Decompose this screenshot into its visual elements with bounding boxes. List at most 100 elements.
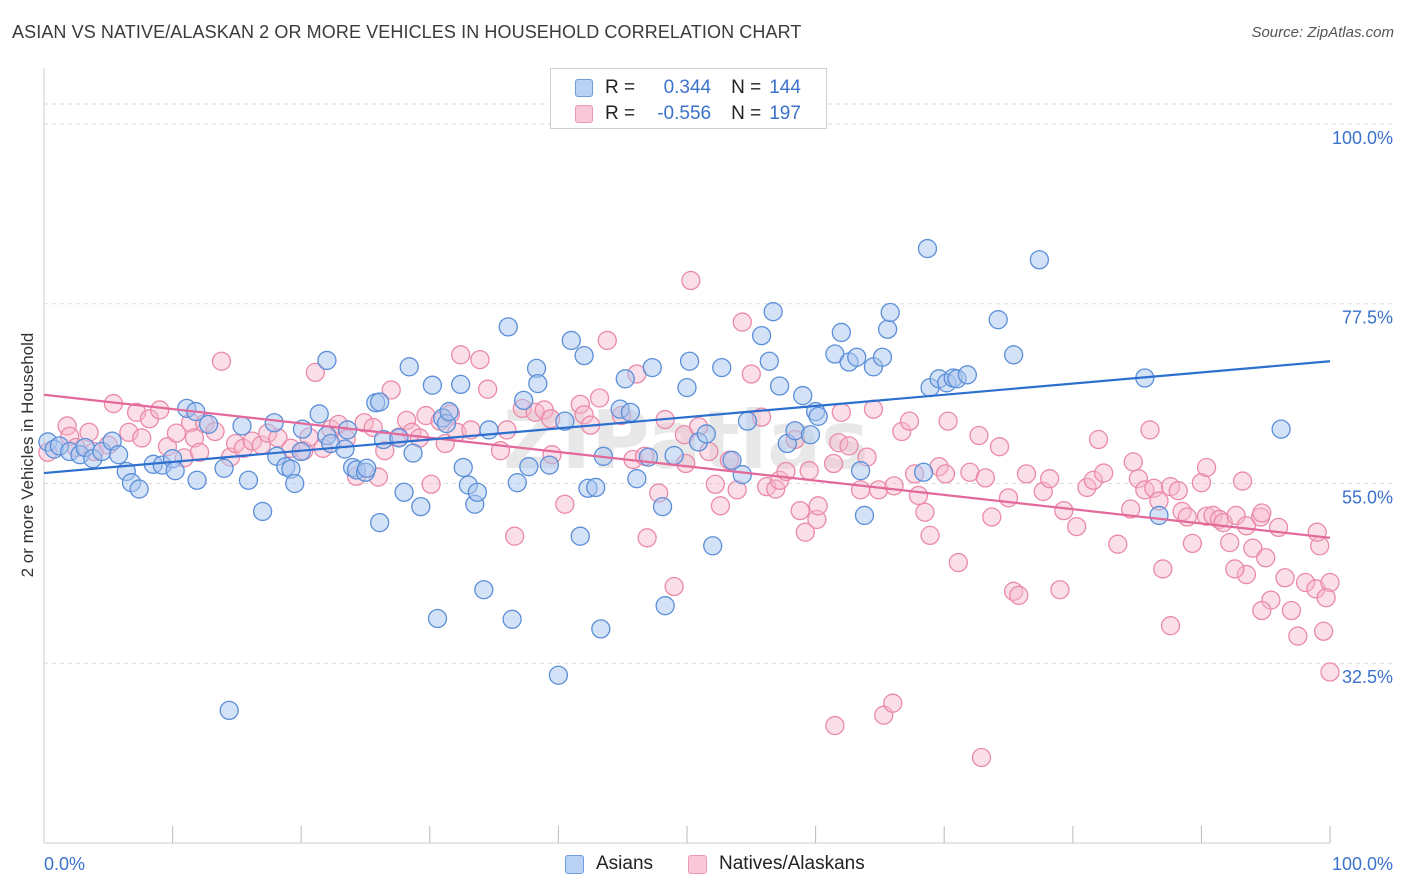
data-point-asians — [528, 373, 548, 394]
data-point-asians — [831, 322, 851, 343]
data-point-asians — [586, 477, 606, 498]
asians-r-label: R = — [605, 77, 636, 98]
data-point-natives — [505, 526, 525, 546]
data-point-natives — [664, 576, 684, 597]
data-point-asians — [264, 413, 284, 433]
data-point-natives — [892, 421, 912, 442]
data-point-natives — [305, 362, 325, 383]
data-point-asians — [1029, 250, 1050, 270]
asians-n-value: 144 — [769, 77, 801, 98]
data-point-asians — [519, 457, 539, 477]
data-point-asians — [479, 420, 499, 440]
natives-n-value: 197 — [769, 103, 801, 124]
data-point-natives — [1196, 457, 1217, 478]
data-point-asians — [732, 465, 752, 485]
tick-labels: 32.5% 55.0% 77.5% 100.0% 0.0% 100.0% — [44, 128, 1393, 874]
data-point-asians — [451, 374, 471, 395]
data-point-natives — [132, 428, 152, 448]
data-point-natives — [1016, 464, 1037, 484]
data-point-natives — [1252, 503, 1272, 523]
data-point-asians — [108, 445, 129, 465]
data-point-natives — [1140, 420, 1160, 440]
data-point-natives — [732, 312, 752, 332]
data-point-natives — [478, 379, 498, 399]
data-point-asians — [214, 458, 234, 478]
data-point-natives — [184, 428, 205, 448]
data-point-asians — [712, 357, 732, 378]
data-point-asians — [872, 347, 893, 367]
axes — [43, 68, 1331, 844]
data-point-asians — [722, 450, 742, 470]
data-point-asians — [1149, 505, 1169, 526]
data-point-natives — [589, 388, 610, 408]
data-point-natives — [1236, 516, 1257, 536]
data-point-asians — [539, 455, 560, 475]
data-point-asians — [664, 445, 684, 466]
natives-r-value: -0.556 — [657, 103, 712, 124]
data-point-asians — [574, 345, 594, 366]
data-point-asians — [615, 369, 635, 389]
data-point-asians — [917, 238, 938, 259]
data-point-natives — [597, 330, 617, 351]
data-point-asians — [679, 351, 700, 371]
series-natives-points — [38, 270, 1340, 768]
data-point-asians — [514, 390, 534, 411]
stats-row-natives: R = -0.556 N = 197 — [575, 103, 801, 125]
data-point-asians — [591, 619, 611, 639]
x-tick-label-min: 0.0% — [44, 854, 85, 874]
data-point-asians — [252, 501, 273, 522]
data-point-natives — [570, 394, 590, 415]
stats-legend: R = 0.344 N = 144 R = -0.556 N = 197 — [550, 68, 827, 129]
data-point-natives — [1144, 478, 1164, 498]
data-point-natives — [637, 528, 657, 548]
data-point-asians — [317, 350, 337, 371]
data-point-natives — [1320, 662, 1340, 682]
data-point-asians — [238, 470, 259, 490]
data-point-natives — [982, 507, 1002, 527]
asians-n-label: N = — [731, 77, 762, 98]
data-point-natives — [1307, 522, 1327, 542]
data-point-natives — [710, 496, 731, 516]
trend-line-natives — [43, 393, 1331, 539]
data-point-asians — [369, 392, 390, 412]
data-point-asians — [769, 376, 790, 396]
data-point-natives — [1067, 516, 1087, 537]
data-point-natives — [1191, 473, 1212, 493]
data-point-asians — [548, 665, 569, 685]
data-point-natives — [975, 468, 996, 488]
data-point-asians — [696, 424, 716, 444]
data-point-asians — [427, 608, 448, 629]
data-point-natives — [1121, 499, 1141, 519]
data-point-natives — [795, 522, 815, 542]
legend-natives-swatch — [688, 854, 707, 874]
data-point-natives — [1275, 568, 1295, 588]
data-point-natives — [1009, 585, 1029, 605]
data-point-asians — [1003, 345, 1024, 365]
natives-n-label: N = — [731, 103, 762, 124]
data-point-natives — [189, 442, 210, 462]
data-point-natives — [354, 413, 374, 433]
data-point-asians — [850, 461, 871, 481]
data-point-asians — [198, 414, 219, 434]
data-point-asians — [737, 411, 758, 431]
trend-line-asians — [43, 360, 1331, 475]
data-point-asians — [498, 317, 518, 337]
data-point-natives — [1316, 588, 1336, 608]
data-point-asians — [507, 473, 527, 493]
series-asians-points — [38, 238, 1291, 721]
asians-swatch — [575, 79, 593, 97]
data-point-asians — [403, 443, 423, 463]
data-point-natives — [421, 474, 441, 494]
data-point-natives — [883, 693, 903, 713]
data-point-natives — [1226, 505, 1246, 526]
data-point-natives — [681, 270, 701, 291]
source-label: Source: ZipAtlas.com — [1251, 24, 1394, 41]
grid-lines — [44, 103, 1394, 664]
data-point-natives — [823, 453, 844, 474]
data-point-asians — [854, 505, 875, 526]
data-point-natives — [1288, 626, 1308, 646]
data-point-asians — [880, 302, 900, 323]
data-point-natives — [825, 715, 845, 736]
data-point-natives — [1153, 559, 1173, 579]
